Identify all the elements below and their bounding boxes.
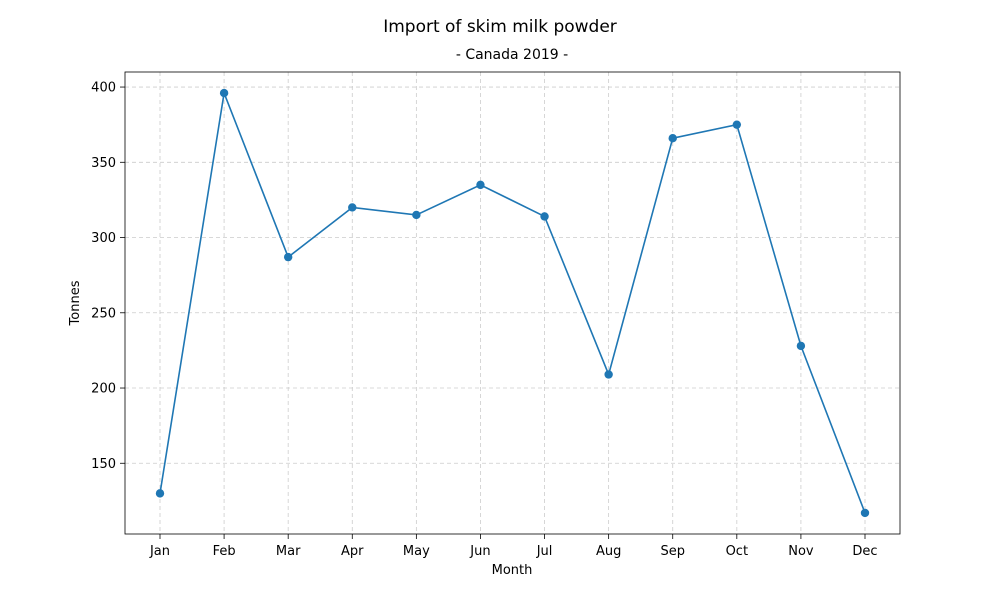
data-point-apr bbox=[348, 203, 357, 212]
x-tick-label: Jan bbox=[149, 544, 170, 559]
data-point-jul bbox=[540, 212, 549, 221]
axes: Jan Feb Mar Apr May Jun Jul Aug Sep Oct Nov Dec 150 2… bbox=[91, 71, 901, 559]
y-tick-label: 300 bbox=[91, 231, 116, 246]
x-tick-label: Apr bbox=[341, 544, 364, 559]
x-tick-label: Feb bbox=[213, 544, 236, 559]
data-point-oct bbox=[732, 120, 742, 129]
y-tick-label: 150 bbox=[91, 457, 116, 472]
data-point-feb bbox=[219, 88, 229, 98]
y-tick-label: 400 bbox=[91, 81, 116, 96]
y-tick-label: 200 bbox=[91, 382, 116, 397]
data-point-dec bbox=[860, 508, 870, 518]
data-point-nov bbox=[796, 341, 806, 351]
series-layer bbox=[155, 88, 870, 518]
y-axis-label: Tonnes bbox=[68, 280, 83, 326]
data-point-jan bbox=[155, 489, 165, 498]
data-point-sep bbox=[668, 134, 677, 143]
chart-title: Import of skim milk powder bbox=[383, 17, 617, 37]
x-tick-label: Dec bbox=[852, 544, 877, 559]
x-tick-label: Mar bbox=[276, 544, 301, 559]
x-tick-label: Nov bbox=[788, 544, 814, 559]
x-tick-label: Oct bbox=[726, 544, 748, 559]
x-tick-label: May bbox=[403, 544, 430, 559]
data-point-mar bbox=[283, 252, 293, 262]
chart-subtitle: - Canada 2019 - bbox=[456, 47, 568, 63]
data-point-jun bbox=[476, 180, 485, 190]
y-tick-label: 250 bbox=[91, 306, 116, 321]
x-tick-label: Jul bbox=[536, 544, 553, 559]
series-line bbox=[159, 90, 866, 514]
x-tick-label: Aug bbox=[596, 544, 621, 559]
plot-frame bbox=[124, 71, 901, 535]
data-point-aug bbox=[604, 370, 613, 379]
x-tick-label: Jun bbox=[469, 544, 490, 559]
y-tick-label: 350 bbox=[91, 156, 116, 171]
grid bbox=[125, 72, 900, 534]
data-point-may bbox=[412, 210, 421, 220]
x-tick-label: Sep bbox=[660, 544, 685, 559]
x-axis-label: Month bbox=[492, 563, 533, 578]
